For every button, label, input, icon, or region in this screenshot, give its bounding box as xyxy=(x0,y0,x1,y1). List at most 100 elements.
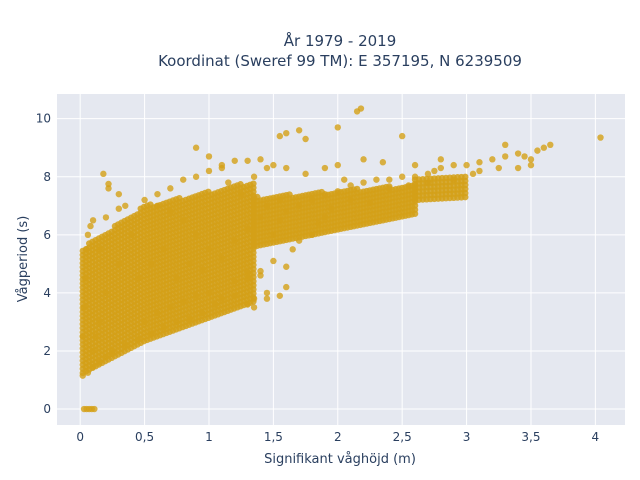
data-point xyxy=(302,135,309,143)
data-point xyxy=(534,147,541,154)
data-point xyxy=(180,176,187,183)
data-point xyxy=(495,164,502,172)
y-tick-label: 6 xyxy=(43,228,51,242)
data-point xyxy=(192,144,200,151)
data-point xyxy=(91,405,98,413)
x-tick-label: 4 xyxy=(592,430,600,444)
data-points xyxy=(79,105,604,413)
x-tick-label: 2 xyxy=(334,430,342,444)
data-point xyxy=(270,161,277,169)
x-tick-label: 0,5 xyxy=(135,430,154,444)
data-point xyxy=(192,173,200,180)
data-point xyxy=(469,170,477,178)
data-point xyxy=(87,222,94,230)
data-point xyxy=(231,157,238,164)
data-point xyxy=(463,161,470,169)
data-point xyxy=(283,263,290,270)
data-point xyxy=(489,156,496,163)
data-point xyxy=(462,173,469,181)
data-point xyxy=(527,156,535,163)
data-point xyxy=(437,156,445,163)
data-point xyxy=(84,231,92,239)
x-tick-label: 0 xyxy=(76,430,84,444)
data-point xyxy=(276,292,284,299)
data-point xyxy=(115,205,123,212)
x-tick-label: 1 xyxy=(205,430,213,444)
data-point xyxy=(321,164,329,172)
x-tick-label: 2,5 xyxy=(393,430,412,444)
data-point xyxy=(283,283,290,291)
y-tick-label: 10 xyxy=(36,112,51,126)
x-tick-labels: 0 0,5 1 1,5 2 2,5 3 3,5 4 xyxy=(76,430,599,444)
data-point xyxy=(250,180,257,187)
y-axis-label: Vågperiod (s) xyxy=(16,216,31,303)
data-point xyxy=(398,173,406,180)
data-point xyxy=(341,176,348,183)
data-point xyxy=(141,196,148,204)
x-tick-label: 3,5 xyxy=(521,430,540,444)
y-tick-label: 8 xyxy=(43,170,51,184)
data-point xyxy=(527,161,535,169)
data-point xyxy=(115,190,123,198)
data-point xyxy=(514,164,522,172)
data-point xyxy=(263,295,271,302)
data-point xyxy=(257,267,264,275)
data-point xyxy=(360,156,367,163)
data-point xyxy=(244,157,251,164)
data-point xyxy=(89,217,97,224)
data-point xyxy=(360,179,367,186)
x-axis-label: Signifikant våghöjd (m) xyxy=(264,452,416,467)
data-point xyxy=(102,214,110,221)
data-point xyxy=(283,129,290,137)
data-point xyxy=(514,150,522,157)
data-point xyxy=(379,159,387,166)
data-point xyxy=(250,173,258,180)
data-point xyxy=(411,161,419,169)
y-tick-labels: 0 2 4 6 8 10 xyxy=(36,112,51,416)
data-point xyxy=(276,132,284,140)
data-point xyxy=(263,289,271,297)
data-point xyxy=(257,156,264,163)
chart-title-line1: År 1979 - 2019 xyxy=(284,31,397,50)
data-point xyxy=(105,180,112,188)
data-point xyxy=(373,176,380,183)
data-point xyxy=(263,164,271,172)
grid-lines xyxy=(57,94,625,425)
data-point xyxy=(334,161,341,169)
data-point xyxy=(437,164,445,172)
x-tick-label: 3 xyxy=(463,430,471,444)
data-point xyxy=(502,141,509,149)
data-point xyxy=(502,153,509,160)
data-point xyxy=(521,153,528,160)
data-point xyxy=(476,159,483,166)
data-point xyxy=(283,164,290,172)
data-point xyxy=(424,170,432,178)
data-point xyxy=(270,257,277,265)
data-point xyxy=(386,176,393,183)
data-point xyxy=(289,246,296,253)
data-point xyxy=(167,185,174,192)
y-tick-label: 4 xyxy=(43,286,51,300)
x-tick-label: 1,5 xyxy=(264,430,283,444)
data-point xyxy=(122,202,129,209)
data-point xyxy=(540,144,548,151)
data-point xyxy=(225,179,232,186)
data-point xyxy=(100,170,107,178)
y-tick-label: 2 xyxy=(43,344,51,358)
data-point xyxy=(450,161,457,169)
data-point xyxy=(334,124,341,131)
chart-title-line2: Koordinat (Sweref 99 TM): E 357195, N 62… xyxy=(158,52,522,70)
data-point xyxy=(218,161,226,169)
data-point xyxy=(302,170,309,178)
data-point xyxy=(250,304,258,311)
data-point xyxy=(597,134,604,141)
y-tick-label: 0 xyxy=(43,402,51,416)
data-point xyxy=(205,153,213,160)
data-point xyxy=(431,167,438,175)
data-point xyxy=(205,167,213,175)
data-point xyxy=(398,132,406,140)
data-point xyxy=(476,167,483,175)
data-point xyxy=(154,190,161,198)
data-point xyxy=(295,127,303,134)
